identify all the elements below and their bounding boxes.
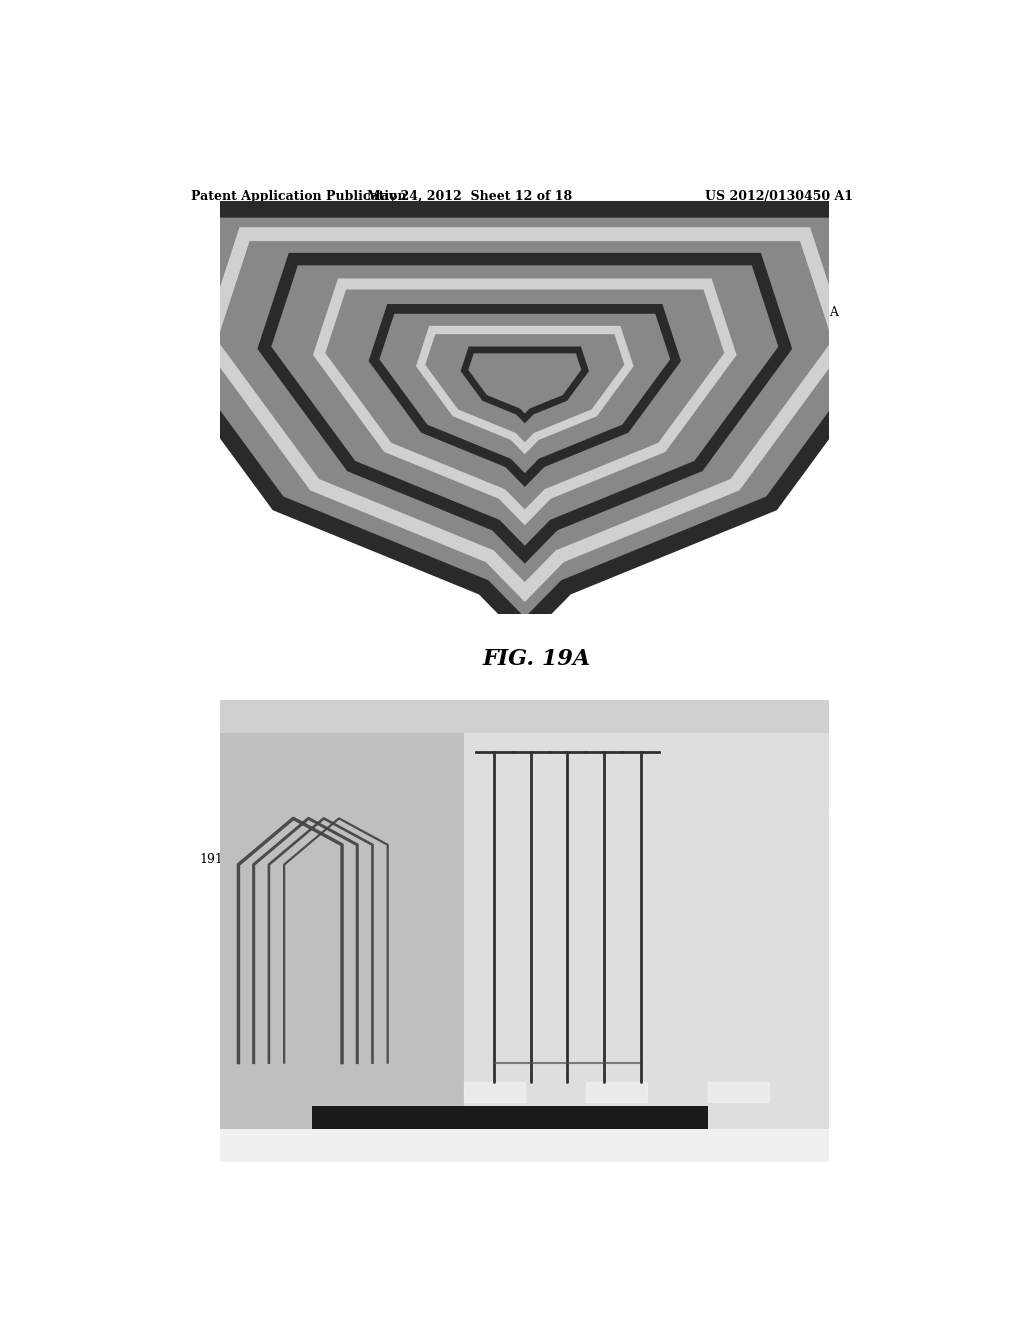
Bar — [311, 1106, 708, 1129]
Text: May 24, 2012  Sheet 12 of 18: May 24, 2012 Sheet 12 of 18 — [367, 190, 571, 202]
Polygon shape — [155, 210, 895, 630]
Text: 1907: 1907 — [255, 737, 395, 752]
Text: US 2012/0130450 A1: US 2012/0130450 A1 — [705, 190, 853, 202]
Text: 1970: 1970 — [671, 941, 830, 962]
Text: FIG. 19B: FIG. 19B — [482, 1073, 592, 1096]
Text: 1900: 1900 — [772, 808, 830, 821]
Text: 1919: 1919 — [770, 418, 830, 432]
Text: 1905: 1905 — [521, 1048, 553, 1061]
Text: FIG. 19A: FIG. 19A — [482, 648, 591, 671]
Text: Patent Application Publication: Patent Application Publication — [191, 190, 407, 202]
Text: 1910A: 1910A — [772, 306, 840, 325]
Bar — [220, 1129, 829, 1162]
Bar — [220, 733, 464, 1129]
Text: 1910B: 1910B — [200, 850, 351, 866]
Bar — [464, 733, 829, 1129]
